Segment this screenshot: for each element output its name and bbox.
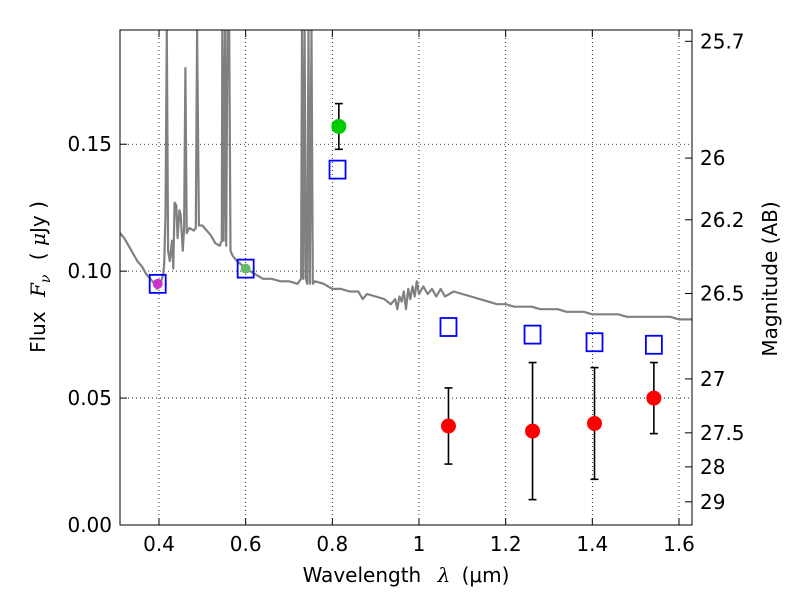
y-tick-label: 0.05 (67, 386, 112, 410)
model-photometry-square (236, 258, 255, 279)
upper-limits-point (646, 390, 662, 406)
x-tick-label: 0.8 (316, 532, 348, 556)
y-axis-flux: Flux (26, 311, 50, 353)
y2-tick-label: 25.7 (700, 29, 745, 53)
model-spectrum-line (120, 30, 692, 321)
y-tick-label: 0.00 (67, 513, 112, 537)
y2-tick-label: 26 (700, 146, 725, 170)
model-photometry-square (148, 273, 167, 294)
x-tick-label: 1 (413, 532, 426, 556)
model-photometry-square (523, 324, 542, 345)
model-photometry-square (439, 317, 458, 337)
y2-tick-label: 26.5 (700, 281, 745, 305)
x-tick-label: 1.2 (490, 532, 522, 556)
y2-axis-title: Magnitude (AB) (758, 201, 782, 356)
x-axis-lambda: λ (437, 563, 451, 587)
y-axis-mu: μ (26, 233, 50, 246)
y2-tick-label: 27 (700, 367, 725, 391)
y-tick-label: 0.15 (67, 132, 112, 156)
visual-point-point (240, 263, 251, 274)
y-axis-subscript: ν (38, 274, 54, 283)
upper-limits-point (440, 418, 456, 434)
bandpass-points-point (152, 278, 163, 289)
x-axis-text: Wavelength (303, 563, 422, 587)
model-photometry-square (328, 159, 347, 180)
model-photometry-square (644, 334, 663, 355)
x-tick-label: 1.4 (576, 532, 608, 556)
x-tick-label: 0.4 (143, 532, 175, 556)
plot-frame (119, 29, 693, 526)
upper-limits-point (525, 423, 541, 439)
y2-tick-label: 29 (700, 490, 725, 514)
y2-tick-label: 28 (700, 455, 725, 479)
x-tick-label: 1.6 (663, 532, 695, 556)
x-axis-title: Wavelength λ (μm) (303, 563, 510, 587)
model-photometry-square (585, 332, 604, 353)
y-axis-title: Flux Fν ( μJy ) (26, 201, 55, 353)
axes: 0.4 0.6 0.8 1 1.2 1.4 1.6 0.00 0.05 0.10 0.15 25.7 2… (67, 29, 744, 556)
y-axis-unit-open: ( (26, 246, 50, 260)
y2-tick-label: 26.2 (700, 208, 745, 232)
y-axis-unit: Jy ) (26, 201, 50, 235)
x-tick-label: 0.6 (230, 532, 262, 556)
y-axis-symbol: F (26, 282, 50, 298)
detection-point (331, 118, 347, 134)
upper-limits-point (587, 415, 602, 431)
plot-area (120, 30, 692, 501)
y-tick-label: 0.10 (67, 259, 112, 283)
grid-lines (120, 30, 692, 526)
y2-tick-label: 27.5 (700, 421, 745, 445)
x-axis-unit: (μm) (462, 563, 510, 587)
